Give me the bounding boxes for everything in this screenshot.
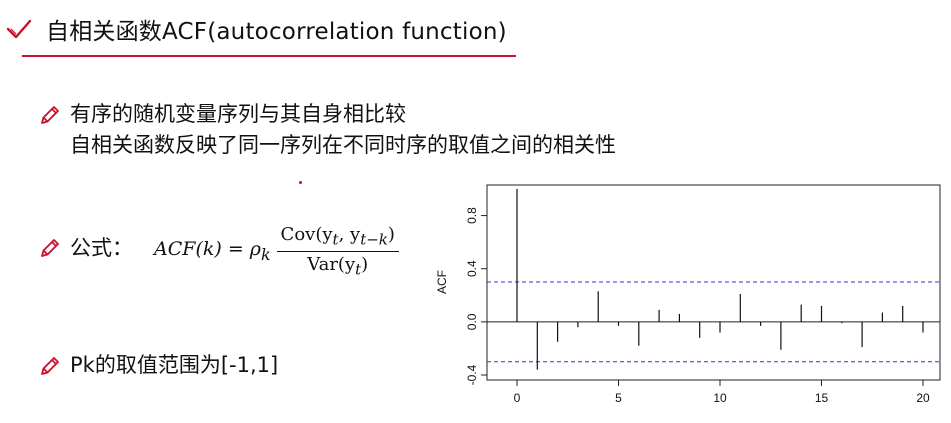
pencil-icon (41, 357, 59, 375)
acf-chart: 0 5 10 15 20 -0.4 0.0 0.4 0.8 ACF (435, 184, 941, 405)
y-axis-label: ACF (435, 270, 449, 294)
title-underline (22, 55, 516, 57)
x-tick-label: 5 (615, 391, 622, 405)
formula-denominator: Var(yt) (307, 253, 369, 279)
pencil-icon (41, 239, 59, 257)
title-row: 自相关函数ACF(autocorrelation function) (6, 12, 507, 46)
definition-line-1: 有序的随机变量序列与其自身相比较 (70, 102, 406, 126)
y-tick-label: 0.8 (465, 207, 479, 224)
definition-line-2: 自相关函数反映了同一序列在不同时序的取值之间的相关性 (70, 133, 616, 157)
x-tick-label: 15 (815, 391, 829, 405)
range-text: Pk的取值范围为[-1,1] (70, 353, 279, 377)
page-title: 自相关函数ACF(autocorrelation function) (46, 19, 507, 45)
decorative-dot (299, 181, 302, 184)
pencil-icon (41, 106, 59, 124)
x-tick-label: 0 (514, 391, 521, 405)
y-tick-label: -0.4 (465, 364, 479, 385)
formula-label: 公式： (70, 236, 133, 260)
formula-numerator: Cov(yt, yt−k) (276, 224, 399, 252)
formula-lhs: ACF(k) = ρk (154, 238, 271, 264)
y-tick-label: 0.0 (465, 313, 479, 330)
check-icon (6, 19, 32, 39)
formula-fraction: Cov(yt, yt−k) Var(yt) (276, 224, 399, 279)
x-tick-label: 20 (916, 391, 930, 405)
y-tick-label: 0.4 (465, 260, 479, 277)
acf-formula: ACF(k) = ρk Cov(yt, yt−k) Var(yt) (154, 224, 399, 278)
x-tick-label: 10 (713, 391, 727, 405)
